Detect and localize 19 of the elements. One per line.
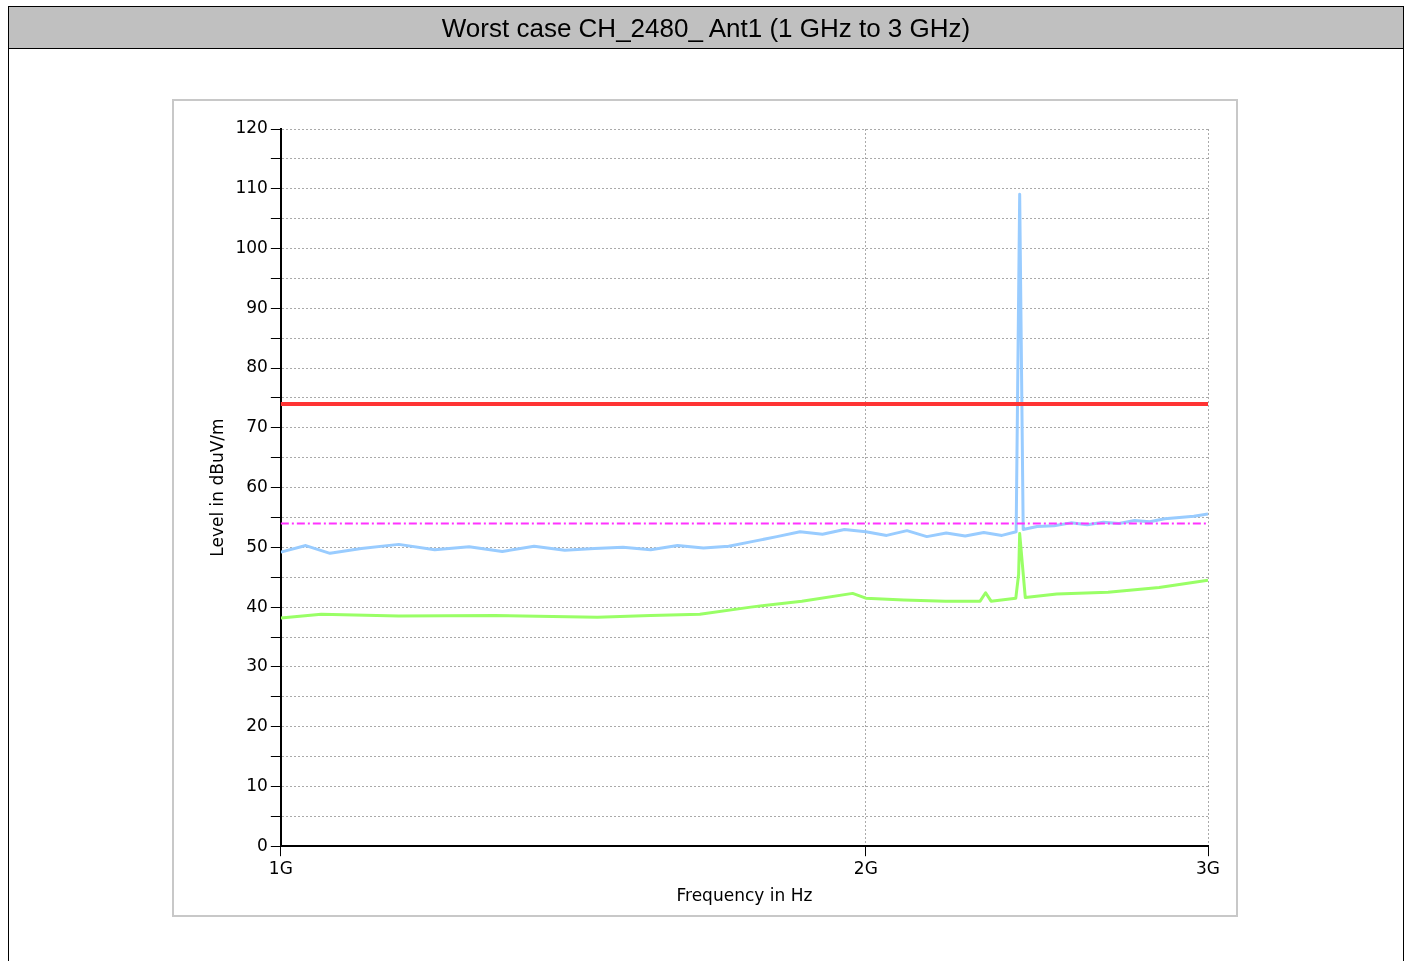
y-tick-label: 20	[246, 715, 268, 736]
y-tick-label: 30	[246, 655, 268, 676]
y-axis-title: Level in dBuV/m	[206, 418, 227, 557]
x-axis-title: Frequency in Hz	[676, 885, 813, 906]
y-tick-label: 50	[246, 535, 268, 556]
y-tick-label: 10	[246, 774, 268, 795]
y-tick-label: 0	[257, 834, 268, 855]
chart-title: Worst case CH_2480_ Ant1 (1 GHz to 3 GHz)	[9, 7, 1403, 49]
x-tick-label: 3G	[1196, 857, 1220, 878]
y-tick-label: 80	[246, 356, 268, 377]
y-tick-label: 120	[235, 117, 268, 138]
y-tick-label: 110	[235, 177, 268, 198]
x-tick-label: 1G	[268, 857, 293, 878]
x-tick-label: 2G	[853, 857, 878, 878]
y-tick-label: 70	[246, 416, 268, 437]
y-tick-label: 100	[235, 236, 268, 257]
y-tick-label: 60	[246, 476, 268, 497]
y-tick-label: 40	[246, 595, 268, 616]
y-tick-label: 90	[246, 296, 268, 317]
